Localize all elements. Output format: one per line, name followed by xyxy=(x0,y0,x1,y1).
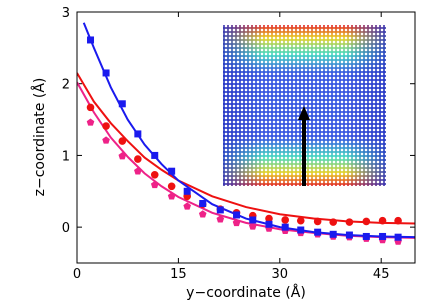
marker xyxy=(198,210,207,218)
marker xyxy=(118,137,127,145)
marker xyxy=(216,206,224,214)
marker xyxy=(379,232,387,240)
y-axis-label: z−coordinate (Å) xyxy=(31,78,48,197)
marker xyxy=(86,103,95,112)
marker xyxy=(134,155,142,163)
marker xyxy=(297,226,305,234)
x-axis-label: y−coordinate (Å) xyxy=(186,284,306,301)
marker xyxy=(168,167,176,175)
marker xyxy=(216,215,225,223)
fit-line xyxy=(77,72,415,225)
x-tick-label: 30 xyxy=(272,267,289,282)
marker xyxy=(150,170,159,179)
marker xyxy=(118,100,126,108)
x-tick-label: 0 xyxy=(73,267,81,282)
marker xyxy=(183,202,191,210)
marker xyxy=(199,199,207,207)
x-tick-label: 15 xyxy=(170,267,187,282)
y-tick-label: 3 xyxy=(62,6,70,21)
plot-frame xyxy=(76,11,416,264)
marker xyxy=(265,214,273,223)
plot-area xyxy=(77,22,415,245)
inset-image xyxy=(223,25,386,186)
marker xyxy=(150,180,159,189)
marker xyxy=(362,232,370,240)
marker xyxy=(248,222,257,230)
marker xyxy=(314,228,322,236)
marker xyxy=(394,216,402,225)
marker xyxy=(167,192,176,200)
marker xyxy=(134,130,142,138)
marker xyxy=(345,231,353,239)
marker xyxy=(394,233,402,241)
marker xyxy=(167,182,176,191)
marker xyxy=(296,216,305,225)
marker xyxy=(345,218,354,226)
marker xyxy=(87,36,95,44)
marker xyxy=(233,211,241,219)
marker xyxy=(362,217,371,226)
y-tick-label: 0 xyxy=(62,221,70,236)
marker xyxy=(281,223,289,231)
marker xyxy=(249,216,257,224)
marker xyxy=(86,118,95,126)
fit-line xyxy=(82,22,415,239)
marker xyxy=(151,151,159,159)
marker xyxy=(232,218,241,227)
marker xyxy=(378,216,387,225)
y-tick-label: 2 xyxy=(62,78,70,93)
marker xyxy=(329,218,338,226)
marker xyxy=(102,69,110,77)
marker xyxy=(183,187,191,195)
x-tick-label: 45 xyxy=(373,267,390,282)
marker xyxy=(118,152,127,160)
marker xyxy=(329,230,337,238)
marker xyxy=(313,217,322,226)
marker xyxy=(102,122,110,130)
marker xyxy=(102,136,110,144)
y-tick-label: 1 xyxy=(62,149,70,164)
marker xyxy=(134,167,142,175)
marker xyxy=(265,220,273,228)
marker xyxy=(281,216,290,224)
